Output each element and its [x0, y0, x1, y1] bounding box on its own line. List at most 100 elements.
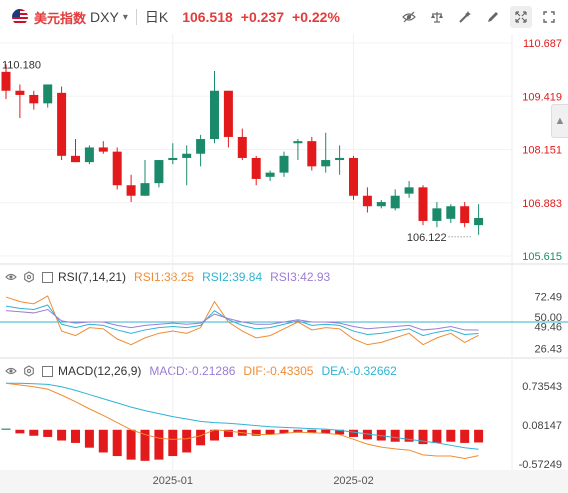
time-axis-label: 2025-02: [333, 475, 373, 487]
candle-body: [154, 160, 164, 184]
chevron-down-icon[interactable]: ▾: [122, 11, 128, 23]
rsi2-value: RSI2:39.84: [202, 270, 263, 284]
macd-histogram-bar: [196, 429, 206, 446]
price-axis-label: 108.151: [522, 145, 562, 157]
rsi3-value: RSI3:42.93: [270, 270, 331, 284]
symbol-code[interactable]: DXY: [90, 9, 119, 25]
candle-body: [293, 141, 303, 144]
rsi-title: RSI(7,14,21): [58, 270, 127, 284]
period-selector[interactable]: 日K: [144, 9, 169, 25]
candle-body: [335, 157, 345, 161]
rsi3-line: [5, 308, 479, 331]
macd-histogram-bar: [349, 429, 358, 437]
macd-histogram-bar: [223, 429, 233, 437]
candle-body: [404, 187, 414, 194]
macd-histogram-bar: [335, 429, 345, 435]
macd-histogram-bar: [460, 429, 470, 443]
macd-histogram-bar: [376, 429, 386, 441]
rsi2-line: [5, 304, 479, 337]
macd-histogram-bar: [210, 429, 219, 441]
macd-histogram-bar: [251, 429, 261, 436]
dea-value: DEA:-0.32662: [321, 364, 397, 378]
candle-body: [237, 136, 247, 158]
price-axis-label: 110.687: [523, 38, 562, 50]
candle-body: [251, 157, 261, 179]
macd-histogram-bar: [237, 429, 247, 436]
fullscreen-icon[interactable]: [510, 6, 532, 28]
macd-histogram-bar: [418, 429, 428, 445]
checkbox-icon[interactable]: [40, 270, 54, 284]
macd-histogram-bar: [112, 429, 122, 457]
eye-icon[interactable]: [4, 270, 18, 284]
price-axis-label: 106.883: [522, 198, 562, 210]
rsi-axis-label: 26.43: [534, 344, 562, 356]
macd-histogram-bar: [1, 428, 11, 430]
macd-value: MACD:-0.21286: [149, 364, 236, 378]
last-price: 106.518: [182, 9, 233, 25]
checkbox-icon[interactable]: [40, 364, 54, 378]
macd-histogram-bar: [474, 429, 484, 443]
magic-wand-icon[interactable]: [454, 6, 476, 28]
candle-body: [210, 90, 219, 140]
macd-histogram-bar: [140, 429, 150, 461]
candle-body: [432, 208, 442, 221]
macd-axis-label: 0.73543: [522, 381, 562, 393]
high-price-label: 110.180: [2, 59, 41, 71]
macd-histogram-bar: [390, 429, 400, 442]
macd-histogram-bar: [279, 429, 289, 434]
rsi-axis-label: 72.49: [534, 292, 562, 304]
macd-histogram-bar: [29, 429, 39, 436]
rsi-header: RSI(7,14,21) RSI1:38.25 RSI2:39.84 RSI3:…: [0, 268, 330, 286]
time-axis-bg: [0, 470, 568, 493]
balance-icon[interactable]: [426, 6, 448, 28]
candle-body: [460, 206, 470, 224]
macd-axis-label: 0.08147: [522, 420, 562, 432]
divider: [135, 9, 137, 25]
symbol-name[interactable]: 美元指数: [34, 10, 87, 26]
rsi-axis-label: 50.00: [534, 312, 562, 324]
rsi1-line: [5, 295, 479, 346]
price-axis-label: 105.615: [522, 251, 562, 263]
eye-icon[interactable]: [4, 364, 18, 378]
macd-histogram-bar: [43, 429, 53, 437]
pen-icon[interactable]: [482, 6, 504, 28]
macd-histogram-bar: [362, 429, 372, 440]
candle-body: [474, 217, 484, 226]
rsi-axis-label: 49.46: [534, 322, 562, 334]
candle-body: [182, 153, 192, 158]
macd-histogram-bar: [126, 429, 136, 460]
candle-body: [376, 202, 386, 207]
candle-body: [390, 195, 400, 209]
candle-body: [196, 139, 206, 154]
macd-header: MACD(12,26,9) MACD:-0.21286 DIF:-0.43305…: [0, 362, 397, 380]
toolbar: [398, 6, 560, 28]
candle-body: [307, 141, 317, 167]
macd-histogram-bar: [182, 429, 192, 453]
price-change-pct: +0.22%: [292, 9, 340, 25]
macd-histogram-bar: [265, 429, 275, 435]
candle-body: [112, 151, 122, 186]
macd-histogram-bar: [57, 429, 67, 441]
candle-body: [362, 195, 372, 207]
rsi1-value: RSI1:38.25: [134, 270, 195, 284]
macd-histogram-bar: [432, 429, 442, 443]
candle-body: [126, 185, 136, 196]
macd-histogram-bar: [307, 429, 317, 433]
macd-histogram-bar: [84, 429, 94, 448]
dif-line: [5, 382, 479, 459]
settings-icon[interactable]: [22, 270, 36, 284]
candle-body: [446, 206, 456, 219]
settings-icon[interactable]: [22, 364, 36, 378]
chevron-up-icon[interactable]: ▲: [551, 104, 568, 138]
candle-body: [223, 90, 233, 137]
macd-histogram-bar: [168, 429, 178, 457]
us-flag-icon: [12, 9, 28, 25]
candle-body: [57, 92, 67, 156]
candle-body: [140, 183, 150, 196]
candle-body: [15, 90, 25, 95]
price-axis-label: 109.419: [522, 91, 562, 103]
eye-off-icon[interactable]: [398, 6, 420, 28]
expand-icon[interactable]: [538, 6, 560, 28]
macd-histogram-bar: [321, 429, 331, 434]
